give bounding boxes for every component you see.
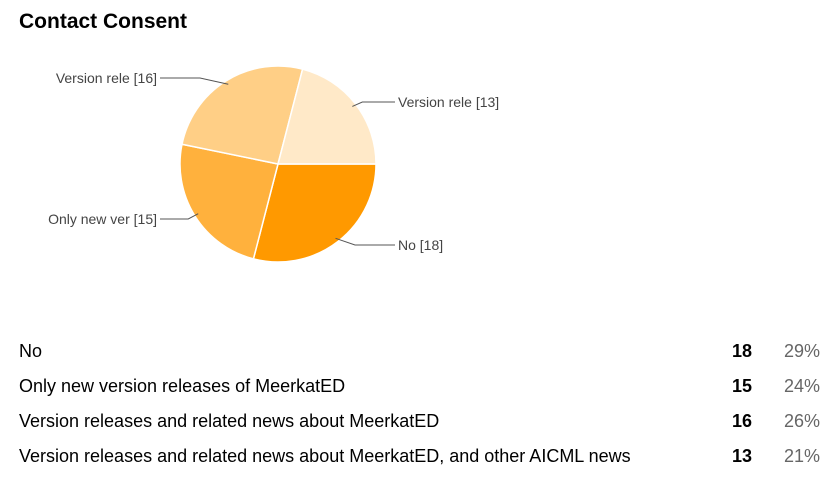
table-row: Only new version releases of MeerkatED 1…: [19, 373, 824, 408]
row-count: 18: [731, 341, 752, 361]
row-percent: 26%: [783, 411, 820, 431]
row-label: Version releases and related news about …: [19, 446, 631, 466]
row-percent: 24%: [783, 376, 820, 396]
callout-line: [352, 101, 395, 107]
pie-chart: No [18] Only new ver [15] Version rele [16…: [48, 65, 499, 263]
slice-label: Version rele [16]: [56, 70, 157, 86]
response-table: No 18 29% Only new version releases of M…: [19, 338, 824, 478]
pie-slice: [181, 65, 304, 165]
row-label: Version releases and related news about …: [19, 411, 440, 431]
row-count: 13: [731, 446, 752, 466]
row-label: Only new version releases of MeerkatED: [19, 376, 346, 396]
table-row: Version releases and related news about …: [19, 443, 824, 478]
callout-line: [160, 77, 229, 85]
chart-title: Contact Consent: [19, 10, 187, 33]
slice-label: No [18]: [398, 237, 443, 253]
slice-label: Version rele [13]: [398, 94, 499, 110]
row-count: 16: [731, 411, 752, 431]
table-row: Version releases and related news about …: [19, 408, 824, 443]
table-row: No 18 29%: [19, 338, 824, 373]
row-percent: 29%: [783, 341, 820, 361]
row-percent: 21%: [783, 446, 820, 466]
pie-slice: [277, 68, 377, 165]
callout-line: [160, 213, 199, 220]
row-label: No: [19, 341, 43, 361]
pie-slice: [252, 163, 377, 263]
row-count: 15: [731, 376, 752, 396]
callout-line: [335, 237, 395, 246]
slice-label: Only new ver [15]: [48, 211, 157, 227]
